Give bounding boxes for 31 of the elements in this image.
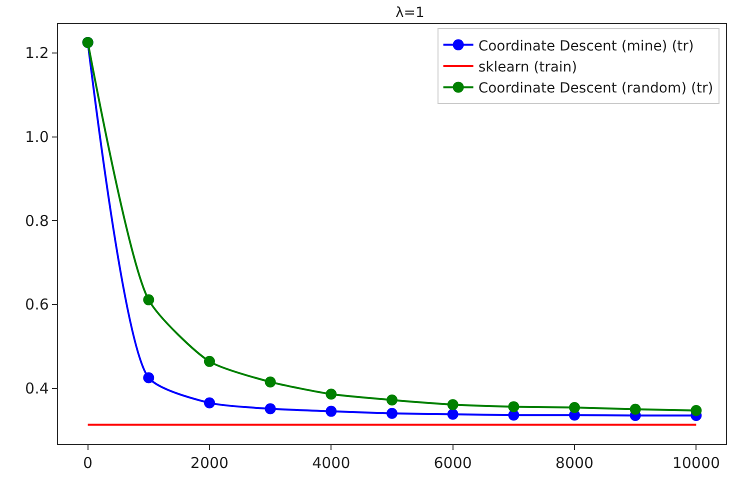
point <box>690 404 702 416</box>
y-tick-label: 1.0 <box>25 128 49 146</box>
point <box>386 394 398 406</box>
point <box>204 397 215 408</box>
point <box>508 401 520 412</box>
y-tick-label: 0.8 <box>25 212 49 230</box>
y-tick-label: 0.6 <box>25 296 49 314</box>
point <box>143 294 154 306</box>
legend-label: Coordinate Descent (random) (tr) <box>478 80 714 97</box>
point <box>447 399 458 410</box>
x-tick-label: 4000 <box>312 454 350 472</box>
x-tick-label: 0 <box>83 454 93 472</box>
point <box>264 403 276 414</box>
point <box>326 406 337 417</box>
point <box>326 388 337 400</box>
x-tick-label: 10000 <box>672 454 720 472</box>
point <box>143 372 154 384</box>
chart-title: λ=1 <box>395 5 424 21</box>
point <box>204 356 215 367</box>
point <box>447 408 458 420</box>
point <box>630 404 641 415</box>
x-tick-label: 2000 <box>190 454 229 472</box>
point <box>569 402 580 414</box>
point <box>386 408 398 419</box>
y-tick-label: 0.4 <box>25 380 49 398</box>
x-tick-label: 6000 <box>434 454 472 472</box>
y-tick-label: 1.2 <box>25 44 49 62</box>
legend-label: sklearn (train) <box>478 59 578 76</box>
point <box>264 376 276 388</box>
x-tick-label: 8000 <box>555 454 594 472</box>
legend-label: Coordinate Descent (mine) (tr) <box>478 38 694 54</box>
